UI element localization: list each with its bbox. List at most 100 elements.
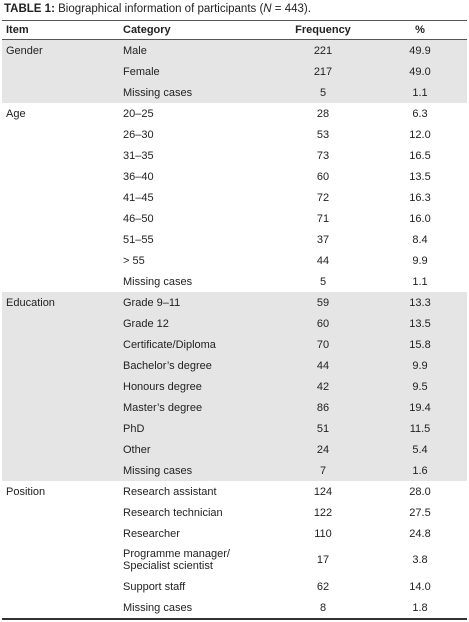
percent-cell: 13.5 <box>373 313 467 334</box>
item-cell <box>2 313 123 334</box>
item-cell <box>2 523 123 544</box>
percent-cell: 19.4 <box>373 397 467 418</box>
table-row: Bachelor’s degree 44 9.9 <box>2 355 467 376</box>
percent-cell: 14.0 <box>409 580 431 593</box>
table-row: Missing cases 5 1.1 <box>2 82 467 103</box>
item-cell <box>2 187 123 208</box>
item-cell <box>2 208 123 229</box>
category-cell: Grade 9–11 <box>123 292 273 313</box>
percent-cell: 13.5 <box>409 170 431 183</box>
percent-cell: 6.3 <box>412 107 428 120</box>
table-row: PhD 51 11.5 <box>2 418 467 439</box>
table-row: Researcher 110 24.8 <box>2 523 467 544</box>
category-cell: Missing cases <box>123 82 273 103</box>
category-cell: 41–45 <box>123 191 154 204</box>
table-row: 31–35 73 16.5 <box>2 145 467 166</box>
frequency-cell: 8 <box>273 597 373 620</box>
percent-cell: 49.9 <box>373 39 467 61</box>
frequency-cell: 60 <box>273 313 373 334</box>
frequency-cell: 124 <box>313 485 333 498</box>
frequency-cell: 71 <box>316 212 330 225</box>
table-row: Missing cases 8 1.8 <box>2 597 467 620</box>
column-header: Category <box>123 20 273 40</box>
item-cell <box>2 124 123 145</box>
category-cell: Missing cases <box>123 460 273 481</box>
category-cell: 26–30 <box>123 128 154 141</box>
category-cell: PhD <box>123 418 273 439</box>
item-cell <box>2 376 123 397</box>
percent-cell: 13.3 <box>373 292 467 313</box>
frequency-cell: 217 <box>273 61 373 82</box>
table-row: Female 217 49.0 <box>2 61 467 82</box>
table-title: TABLE 1: Biographical information of par… <box>4 3 311 15</box>
item-cell <box>2 145 123 166</box>
percent-cell: 9.9 <box>373 355 467 376</box>
percent-cell: 9.5 <box>373 376 467 397</box>
frequency-cell: 60 <box>316 170 330 183</box>
percent-cell: 24.8 <box>409 527 431 540</box>
table-row: Master’s degree 86 19.4 <box>2 397 467 418</box>
item-cell: Age <box>6 107 26 120</box>
percent-cell: 49.0 <box>373 61 467 82</box>
percent-cell: 11.5 <box>373 418 467 439</box>
frequency-cell: 37 <box>316 233 330 246</box>
table-row: > 55 44 9.9 <box>2 250 467 271</box>
percent-cell: 1.1 <box>412 275 428 288</box>
title-symbol: N <box>263 3 272 15</box>
frequency-cell: 59 <box>273 292 373 313</box>
frequency-cell: 86 <box>273 397 373 418</box>
percent-cell: 1.6 <box>373 460 467 481</box>
table-row: 36–40 60 13.5 <box>2 166 467 187</box>
percent-cell: 3.8 <box>412 554 428 566</box>
item-cell: Gender <box>2 39 123 61</box>
item-cell <box>2 597 123 620</box>
percent-cell: 8.4 <box>412 233 428 246</box>
item-cell <box>2 334 123 355</box>
item-cell <box>2 355 123 376</box>
category-cell: Other <box>123 439 273 460</box>
item-cell <box>2 460 123 481</box>
table-row: Gender Male 221 49.9 <box>2 39 467 61</box>
frequency-cell: 221 <box>273 39 373 61</box>
item-cell <box>2 576 123 597</box>
category-cell: Certificate/Diploma <box>123 334 273 355</box>
table-row: 46–50 71 16.0 <box>2 208 467 229</box>
item-cell <box>2 397 123 418</box>
table-row: Research technician 122 27.5 <box>2 502 467 523</box>
table-row: Programme manager/Specialist scientist 17… <box>2 544 467 576</box>
percent-cell: 1.8 <box>373 597 467 620</box>
frequency-cell: 53 <box>316 128 330 141</box>
category-cell: Male <box>123 39 273 61</box>
item-cell <box>2 166 123 187</box>
frequency-cell: 122 <box>313 506 333 519</box>
category-cell: Grade 12 <box>123 313 273 334</box>
frequency-cell: 5 <box>273 82 373 103</box>
category-cell: Honours degree <box>123 376 273 397</box>
frequency-cell: 51 <box>273 418 373 439</box>
frequency-cell: 73 <box>316 149 330 162</box>
category-cell: Master’s degree <box>123 397 273 418</box>
category-cell: Researcher <box>123 527 180 540</box>
table-row: Missing cases 7 1.6 <box>2 460 467 481</box>
frequency-cell: 24 <box>273 439 373 460</box>
percent-cell: 28.0 <box>409 485 431 498</box>
table-row: Education Grade 9–11 59 13.3 <box>2 292 467 313</box>
percent-cell: 9.9 <box>412 254 428 267</box>
frequency-cell: 110 <box>314 527 332 540</box>
percent-cell: 27.5 <box>409 506 431 519</box>
frequency-cell: 5 <box>319 275 327 288</box>
table-row: Certificate/Diploma 70 15.8 <box>2 334 467 355</box>
frequency-cell: 44 <box>273 355 373 376</box>
table-row: 26–30 53 12.0 <box>2 124 467 145</box>
percent-cell: 16.3 <box>409 191 431 204</box>
title-text: = 443). <box>271 3 311 15</box>
column-header: Item <box>2 20 123 40</box>
item-cell <box>2 61 123 82</box>
frequency-cell: 17 <box>316 554 330 566</box>
item-cell <box>2 544 123 576</box>
header-row: Item Category Frequency% <box>2 20 467 40</box>
table-row: Grade 12 60 13.5 <box>2 313 467 334</box>
table-row: Missing cases 5 1.1 <box>2 271 467 292</box>
data-table: Item Category Frequency% Gender Male 221 49.9… <box>2 20 467 620</box>
